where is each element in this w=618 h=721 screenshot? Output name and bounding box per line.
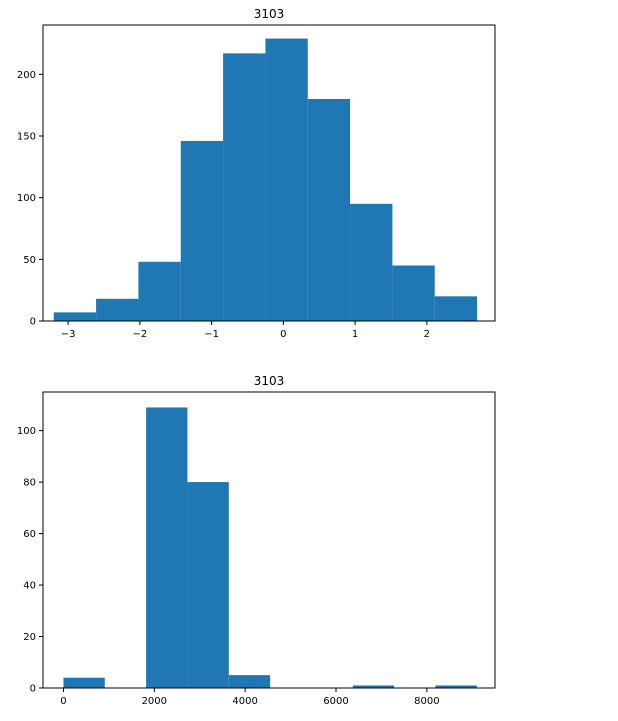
x-tick-label: −2 — [132, 329, 147, 340]
y-tick-label: 200 — [17, 70, 36, 81]
y-tick-label: 0 — [30, 684, 36, 695]
histogram-bar — [63, 677, 105, 688]
axes-frame — [42, 391, 496, 689]
x-tick-label: 8000 — [414, 696, 439, 707]
histogram-bar — [146, 407, 188, 688]
histogram-bar — [180, 140, 224, 321]
histogram-bar — [350, 203, 393, 321]
histogram-bar — [223, 53, 266, 321]
histogram-bar — [352, 685, 395, 688]
histogram-bar — [138, 261, 181, 321]
histogram-bar — [307, 99, 351, 321]
histogram-bar — [392, 265, 435, 321]
y-tick-label: 50 — [23, 255, 36, 266]
y-tick-label: 100 — [17, 426, 36, 437]
histogram-top: 3103 −3 −2 −1 0 1 2 0 50 100 150 200 — [17, 7, 496, 340]
histogram-bar — [96, 298, 139, 321]
histogram-bottom: 3103 0 2000 4000 6000 8000 0 20 40 60 80 100 — [17, 374, 496, 707]
histogram-bar — [228, 675, 271, 688]
x-tick-label: 4000 — [232, 696, 257, 707]
chart-title: 3103 — [254, 374, 285, 388]
x-tick-label: −1 — [204, 329, 219, 340]
y-tick-label: 100 — [17, 193, 36, 204]
x-tick-label: 6000 — [323, 696, 348, 707]
y-tick-label: 80 — [23, 478, 36, 489]
axes-frame — [42, 24, 496, 322]
y-tick-label: 0 — [30, 317, 36, 328]
y-tick-label: 20 — [23, 632, 36, 643]
histogram-bar — [265, 38, 308, 322]
x-tick-label: 2000 — [142, 696, 167, 707]
chart-title: 3103 — [254, 7, 285, 21]
y-tick-label: 150 — [17, 132, 36, 143]
x-tick-label: 1 — [352, 329, 358, 340]
y-tick-label: 60 — [23, 529, 36, 540]
x-tick-label: 0 — [280, 329, 286, 340]
x-tick-label: 0 — [60, 696, 66, 707]
histogram-bar — [435, 685, 477, 688]
y-tick-label: 40 — [23, 581, 36, 592]
x-tick-label: 2 — [424, 329, 430, 340]
histogram-bar — [53, 312, 97, 321]
x-tick-label: −3 — [61, 329, 76, 340]
histogram-bar — [434, 296, 478, 321]
histogram-bar — [187, 482, 229, 688]
